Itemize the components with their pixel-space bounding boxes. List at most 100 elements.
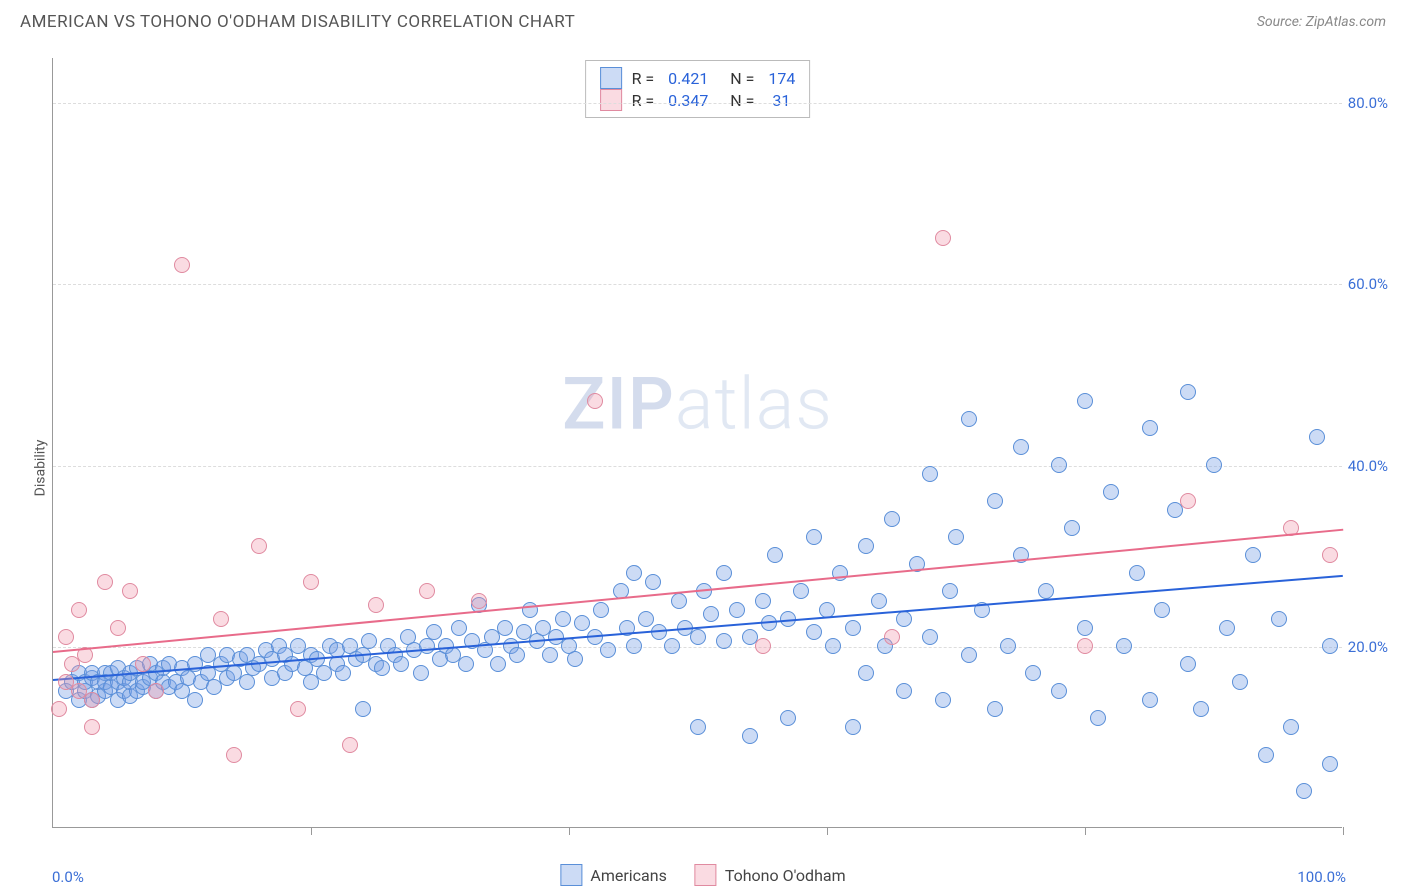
data-point: [716, 565, 732, 581]
legend-row: R = 0.421 N = 174: [600, 67, 796, 89]
data-point: [1051, 457, 1067, 473]
data-point: [1193, 701, 1209, 717]
data-point: [1271, 611, 1287, 627]
data-point: [1245, 547, 1261, 563]
data-point: [1013, 439, 1029, 455]
data-point: [567, 651, 583, 667]
data-point: [451, 620, 467, 636]
data-point: [342, 737, 358, 753]
data-point: [368, 597, 384, 613]
data-point: [645, 574, 661, 590]
data-point: [1116, 638, 1132, 654]
x-axis-min-label: 0.0%: [52, 868, 84, 886]
data-point: [858, 538, 874, 554]
gridline: [53, 284, 1342, 285]
n-value: 174: [768, 69, 795, 88]
data-point: [174, 257, 190, 273]
data-point: [97, 574, 113, 590]
data-point: [419, 583, 435, 599]
data-point: [1232, 674, 1248, 690]
legend-item: Americans: [560, 864, 666, 886]
scatter-plot: ZIPatlas R = 0.421 N = 174R = 0.347 N = …: [52, 58, 1342, 828]
data-point: [716, 633, 732, 649]
data-point: [922, 629, 938, 645]
n-label: N =: [718, 91, 758, 110]
data-point: [393, 656, 409, 672]
data-point: [845, 620, 861, 636]
data-point: [942, 583, 958, 599]
data-point: [1283, 719, 1299, 735]
data-point: [638, 611, 654, 627]
legend-swatch: [600, 89, 622, 111]
data-point: [729, 602, 745, 618]
data-point: [1077, 638, 1093, 654]
legend-swatch: [695, 864, 717, 886]
data-point: [509, 647, 525, 663]
data-point: [84, 692, 100, 708]
data-point: [226, 747, 242, 763]
data-point: [251, 538, 267, 554]
data-point: [135, 656, 151, 672]
y-tick-label: 20.0%: [1348, 638, 1388, 656]
data-point: [1000, 638, 1016, 654]
data-point: [935, 230, 951, 246]
data-point: [806, 529, 822, 545]
data-point: [755, 593, 771, 609]
legend-item: Tohono O'odham: [695, 864, 846, 886]
legend-label: Tohono O'odham: [725, 866, 846, 885]
x-tick: [827, 827, 828, 835]
n-label: N =: [718, 69, 758, 88]
data-point: [1180, 384, 1196, 400]
data-point: [858, 665, 874, 681]
data-point: [1103, 484, 1119, 500]
data-point: [542, 647, 558, 663]
data-point: [1258, 747, 1274, 763]
data-point: [961, 647, 977, 663]
gridline: [53, 466, 1342, 467]
data-point: [1309, 429, 1325, 445]
data-point: [780, 710, 796, 726]
data-point: [1180, 656, 1196, 672]
x-tick: [311, 827, 312, 835]
data-point: [825, 638, 841, 654]
data-point: [703, 606, 719, 622]
data-point: [110, 620, 126, 636]
data-point: [1322, 547, 1338, 563]
data-point: [948, 529, 964, 545]
data-point: [755, 638, 771, 654]
data-point: [793, 583, 809, 599]
x-tick: [1343, 827, 1344, 835]
data-point: [71, 602, 87, 618]
data-point: [806, 624, 822, 640]
data-point: [1129, 565, 1145, 581]
data-point: [690, 719, 706, 735]
data-point: [497, 620, 513, 636]
data-point: [690, 629, 706, 645]
data-point: [51, 701, 67, 717]
data-point: [593, 602, 609, 618]
chart-container: Disability ZIPatlas R = 0.421 N = 174R =…: [0, 44, 1406, 892]
data-point: [374, 660, 390, 676]
data-point: [1322, 756, 1338, 772]
data-point: [1077, 393, 1093, 409]
data-point: [1219, 620, 1235, 636]
data-point: [922, 466, 938, 482]
data-point: [587, 393, 603, 409]
data-point: [871, 593, 887, 609]
y-axis-title: Disability: [32, 440, 48, 497]
data-point: [355, 701, 371, 717]
data-point: [148, 683, 164, 699]
data-point: [1142, 692, 1158, 708]
data-point: [471, 593, 487, 609]
data-point: [884, 629, 900, 645]
data-point: [961, 411, 977, 427]
data-point: [742, 728, 758, 744]
data-point: [1142, 420, 1158, 436]
data-point: [1090, 710, 1106, 726]
x-tick: [1085, 827, 1086, 835]
r-label: R =: [632, 91, 659, 110]
data-point: [1077, 620, 1093, 636]
chart-title: AMERICAN VS TOHONO O'ODHAM DISABILITY CO…: [20, 12, 575, 32]
data-point: [935, 692, 951, 708]
y-tick-label: 40.0%: [1348, 457, 1388, 475]
